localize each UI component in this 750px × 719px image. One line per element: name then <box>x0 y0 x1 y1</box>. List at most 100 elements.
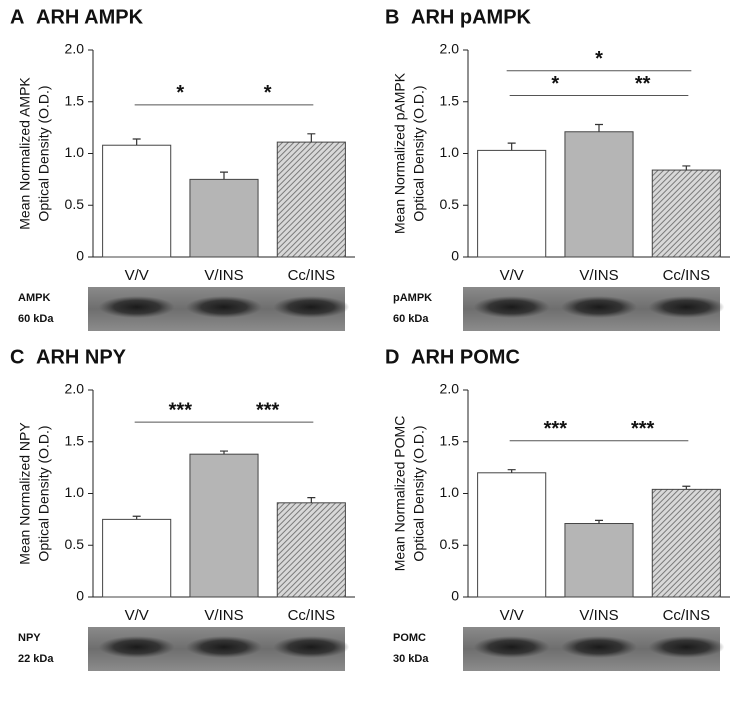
y-tick-label: 0.5 <box>440 196 460 212</box>
y-tick-label: 1.0 <box>65 484 85 500</box>
significance-label: *** <box>544 418 568 440</box>
western-blot <box>88 627 350 671</box>
y-tick-label: 1.5 <box>65 432 85 448</box>
y-axis-label: Mean Normalized POMC <box>392 416 408 572</box>
x-tick-label: Cc/INS <box>663 267 711 284</box>
panel-letter: C <box>10 346 24 368</box>
chart-title: ARH AMPK <box>36 6 144 28</box>
error-bar <box>307 133 316 143</box>
y-axis-label: Optical Density (O.D.) <box>411 85 427 221</box>
blot-band <box>561 296 637 318</box>
bar <box>477 472 547 598</box>
y-axis-label: Mean Normalized AMPK <box>17 77 33 230</box>
bar <box>189 453 259 598</box>
blot-band <box>273 296 350 318</box>
western-blot <box>463 627 725 671</box>
blot-size: 60 kDa <box>18 313 54 325</box>
x-tick-label: V/V <box>125 607 149 624</box>
significance-label: *** <box>631 418 655 440</box>
blot-band <box>186 636 262 658</box>
y-tick-label: 1.5 <box>440 432 460 448</box>
significance-label: ** <box>635 73 651 95</box>
bar <box>189 178 259 258</box>
blot-size: 22 kDa <box>18 653 54 665</box>
error-bar <box>132 515 141 520</box>
blot-band <box>98 636 175 658</box>
error-bar <box>307 497 316 503</box>
y-tick-label: 1.5 <box>440 92 460 108</box>
x-tick-label: V/V <box>500 607 524 624</box>
blot-band <box>473 296 550 318</box>
significance-label: * <box>595 48 603 70</box>
x-tick-label: Cc/INS <box>288 267 336 284</box>
bar <box>102 518 172 598</box>
blot-band <box>561 636 637 658</box>
error-bar <box>220 450 228 455</box>
bar <box>651 488 721 598</box>
bar <box>651 169 721 258</box>
blot-band <box>98 296 175 318</box>
y-tick-label: 1.0 <box>440 144 460 160</box>
panel-letter: B <box>385 6 399 28</box>
blot-band <box>648 636 725 658</box>
y-axis-label: Optical Density (O.D.) <box>36 425 52 561</box>
chart-panel: D ARH POMC Mean Normalized POMC Optical Den… <box>385 346 730 671</box>
bar <box>477 149 547 258</box>
x-tick-label: V/INS <box>204 267 243 284</box>
blot-band <box>648 296 725 318</box>
panel-letter: A <box>10 6 24 28</box>
blot-band <box>186 296 262 318</box>
bar <box>564 131 634 258</box>
error-bar <box>507 142 516 151</box>
error-bar <box>682 165 691 171</box>
x-tick-label: V/INS <box>579 607 618 624</box>
y-tick-label: 0 <box>451 248 459 264</box>
significance-label: *** <box>169 399 193 421</box>
error-bar <box>595 123 603 132</box>
y-tick-label: 0 <box>451 588 459 604</box>
panel-letter: D <box>385 346 399 368</box>
y-axis-label: Mean Normalized pAMPK <box>392 72 408 234</box>
blot-label: POMC <box>393 632 426 644</box>
y-tick-label: 1.0 <box>440 484 460 500</box>
error-bar <box>132 138 141 146</box>
y-tick-label: 1.5 <box>65 92 85 108</box>
blot-size: 60 kDa <box>393 313 429 325</box>
chart-panel: B ARH pAMPK Mean Normalized pAMPK Optical D… <box>385 6 730 331</box>
y-tick-label: 2.0 <box>440 41 460 57</box>
y-tick-label: 0.5 <box>440 536 460 552</box>
significance-label: * <box>551 73 559 95</box>
x-tick-label: V/INS <box>579 267 618 284</box>
x-tick-label: V/INS <box>204 607 243 624</box>
chart-panel: A ARH AMPK Mean Normalized AMPK Optical Den… <box>10 6 355 331</box>
y-tick-label: 2.0 <box>65 381 85 397</box>
significance-label: *** <box>256 399 280 421</box>
blot-band <box>473 636 550 658</box>
y-tick-label: 1.0 <box>65 144 85 160</box>
y-axis-label: Optical Density (O.D.) <box>36 85 52 221</box>
y-tick-label: 2.0 <box>65 41 85 57</box>
error-bar <box>220 171 228 180</box>
chart-panel: C ARH NPY Mean Normalized NPY Optical Densi… <box>10 346 355 671</box>
blot-label: pAMPK <box>393 292 432 304</box>
error-bar <box>682 485 691 490</box>
western-blot <box>463 287 725 331</box>
chart-title: ARH POMC <box>411 346 520 368</box>
x-tick-label: V/V <box>125 267 149 284</box>
chart-title: ARH NPY <box>36 346 127 368</box>
bar <box>564 523 634 598</box>
bar <box>276 141 346 258</box>
bar <box>276 502 346 598</box>
chart-title: ARH pAMPK <box>411 6 532 28</box>
y-tick-label: 0.5 <box>65 196 85 212</box>
blot-label: AMPK <box>18 292 50 304</box>
y-tick-label: 0.5 <box>65 536 85 552</box>
significance-label: * <box>176 82 184 104</box>
western-blot <box>88 287 350 331</box>
x-tick-label: Cc/INS <box>288 607 336 624</box>
blot-size: 30 kDa <box>393 653 429 665</box>
error-bar <box>507 469 516 473</box>
blot-label: NPY <box>18 632 41 644</box>
